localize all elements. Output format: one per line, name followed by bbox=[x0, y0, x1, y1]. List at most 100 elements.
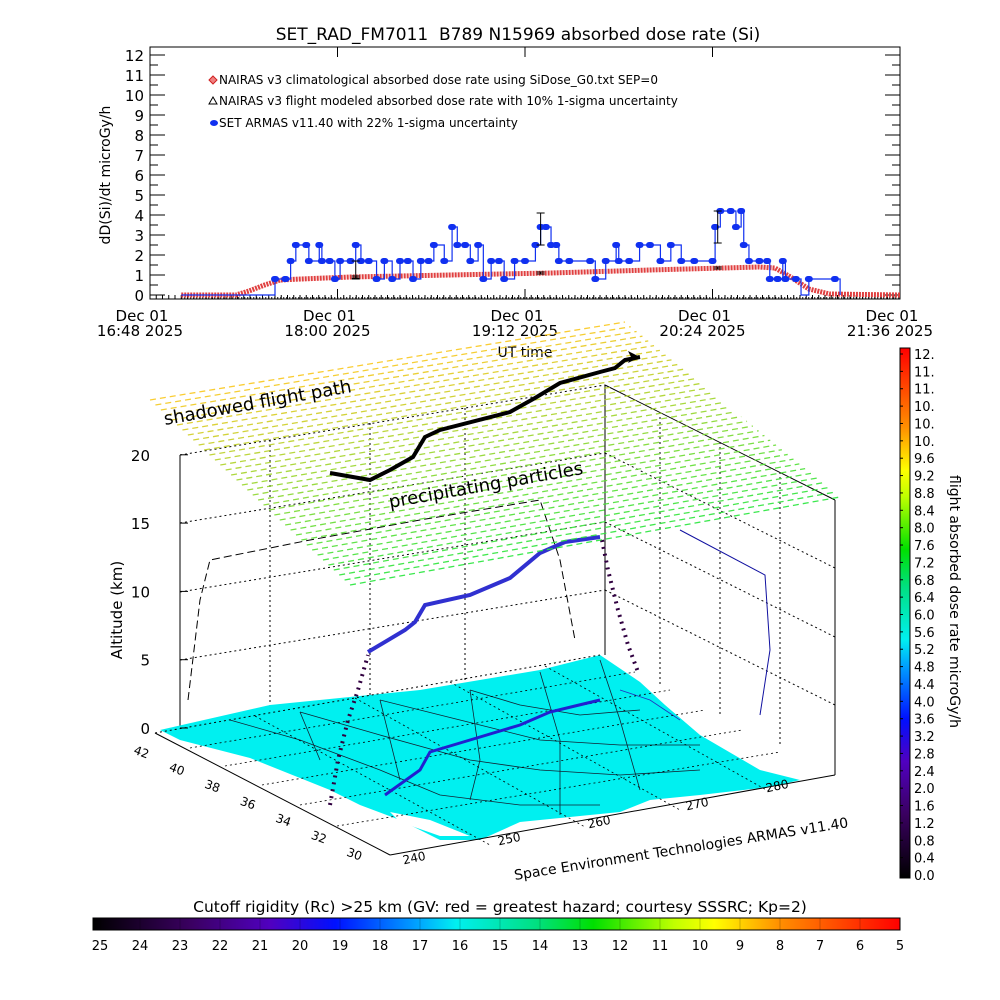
particle-layer-line bbox=[344, 491, 835, 581]
x-tick-label: 21:36 2025 bbox=[847, 322, 933, 340]
particle-layer-line bbox=[274, 430, 759, 516]
descent-profile bbox=[600, 539, 640, 673]
colorbar-tick-label: 2.0 bbox=[914, 782, 935, 797]
armas-data-point bbox=[646, 242, 654, 248]
colorbar-tick-label: 12. bbox=[914, 348, 935, 363]
particle-layer-line bbox=[203, 368, 684, 451]
armas-data-point bbox=[364, 258, 373, 264]
flight-path-wall-projection-right bbox=[679, 529, 771, 716]
armas-data-point bbox=[330, 276, 339, 282]
y-tick-label: 4 bbox=[134, 207, 144, 225]
colorbar-tick-label: 17 bbox=[412, 939, 429, 954]
particle-layer-line bbox=[247, 406, 730, 491]
armas-data-point bbox=[461, 242, 470, 248]
y-tick-label: 3 bbox=[134, 227, 144, 245]
altitude-tick-label: 20 bbox=[131, 447, 150, 465]
armas-data-point bbox=[666, 242, 675, 248]
armas-data-point bbox=[429, 242, 438, 248]
colorbar-tick-label: 8.8 bbox=[914, 487, 935, 502]
y-axis-label: dD(Si)/dt microGy/h bbox=[98, 106, 114, 245]
colorbar-tick-label: 24 bbox=[132, 939, 149, 954]
colorbar-tick-label: 8.0 bbox=[914, 522, 935, 537]
armas-data-point bbox=[614, 258, 623, 264]
y-tick-label: 1 bbox=[134, 267, 144, 285]
colorbar-tick-label: 0.8 bbox=[914, 834, 935, 849]
armas-data-point bbox=[286, 258, 295, 264]
latitude-tick-label: 32 bbox=[309, 828, 328, 846]
armas-data-point bbox=[317, 258, 326, 264]
particle-layer-line bbox=[349, 496, 841, 586]
armas-data-point bbox=[625, 258, 634, 264]
particle-layer-line bbox=[317, 467, 806, 556]
particle-layer-line bbox=[328, 477, 817, 566]
dose-rate-colorbar bbox=[899, 347, 911, 879]
armas-data-point bbox=[403, 258, 412, 264]
y-tick-label: 12 bbox=[125, 47, 144, 65]
x-tick-date: Dec 01 bbox=[116, 307, 169, 325]
colorbar-tick-label: 12 bbox=[612, 939, 629, 954]
particle-layer-line bbox=[252, 411, 736, 496]
particle-layer-line bbox=[290, 444, 777, 531]
y-tick-label: 7 bbox=[134, 147, 144, 165]
armas-data-point bbox=[424, 258, 433, 264]
armas-data-point bbox=[804, 276, 813, 282]
armas-data-point bbox=[612, 242, 621, 248]
longitude-tick-label: 270 bbox=[685, 795, 710, 813]
colorbar-tick-label: 19 bbox=[332, 939, 349, 954]
armas-data-point bbox=[521, 258, 529, 264]
particle-layer-line bbox=[198, 363, 678, 446]
armas-data-point bbox=[409, 276, 418, 282]
particle-layer-line bbox=[241, 401, 724, 486]
particle-layer-line bbox=[171, 340, 649, 421]
altitude-tick-label: 5 bbox=[140, 652, 150, 670]
colorbar-tick-label: 11. bbox=[914, 365, 935, 380]
colorbar-tick-label: 16 bbox=[452, 939, 469, 954]
particle-layer-line bbox=[182, 349, 660, 431]
longitude-ticks: 240 250 260 270 280 bbox=[402, 777, 790, 867]
particle-layer-line bbox=[149, 321, 626, 401]
armas-data-point bbox=[448, 224, 457, 230]
armas-data-point bbox=[586, 258, 595, 264]
armas-data-point bbox=[601, 258, 610, 264]
armas-data-point bbox=[531, 242, 540, 248]
latitude-tick-label: 36 bbox=[238, 794, 257, 812]
map-gap bbox=[390, 812, 470, 836]
latitude-ticks: 42 40 38 36 34 32 30 bbox=[132, 743, 364, 863]
armas-data-point bbox=[315, 242, 324, 248]
armas-data-point bbox=[302, 242, 311, 248]
y-tick-label: 8 bbox=[134, 127, 144, 145]
armas-data-point bbox=[372, 276, 381, 282]
colorbar-tick-label: 10. bbox=[914, 400, 935, 415]
colorbar-tick-label: 7.6 bbox=[914, 539, 935, 554]
latitude-tick-label: 42 bbox=[132, 743, 151, 761]
particle-layer-line bbox=[176, 345, 655, 426]
colorbar-tick-label: 13 bbox=[572, 939, 589, 954]
y-tick-label: 10 bbox=[125, 87, 144, 105]
armas-data-point bbox=[494, 258, 503, 264]
colorbar-tick-label: 4.8 bbox=[914, 661, 935, 676]
colorbar-tick-label: 23 bbox=[172, 939, 189, 954]
colorbar-tick-label: 9.2 bbox=[914, 470, 935, 485]
particle-layer-line bbox=[160, 330, 637, 411]
armas-data-point bbox=[677, 258, 686, 264]
latitude-tick-label: 30 bbox=[345, 845, 364, 863]
armas-data-point bbox=[737, 208, 746, 214]
armas-data-point bbox=[778, 258, 787, 264]
latitude-tick-label: 40 bbox=[167, 760, 186, 778]
particle-layer-line bbox=[333, 482, 823, 571]
flight-path-arrow-icon bbox=[628, 351, 640, 363]
legend-label-nairas-clim: NAIRAS v3 climatological absorbed dose r… bbox=[219, 73, 658, 87]
particle-layer-line bbox=[166, 335, 643, 416]
altitude-ticks: 0 5 10 15 20 bbox=[131, 447, 188, 738]
altitude-tick-label: 0 bbox=[140, 720, 150, 738]
armas-data-point bbox=[739, 242, 748, 248]
armas-data-point bbox=[304, 258, 313, 264]
particle-layer-line bbox=[279, 434, 765, 521]
colorbar-tick-label: 6.0 bbox=[914, 609, 935, 624]
particle-layer-line bbox=[312, 463, 800, 551]
armas-data-point bbox=[708, 258, 717, 264]
colorbar-tick-label: 5.2 bbox=[914, 643, 935, 658]
armas-data-point bbox=[440, 258, 449, 264]
armas-data-point bbox=[656, 258, 665, 264]
